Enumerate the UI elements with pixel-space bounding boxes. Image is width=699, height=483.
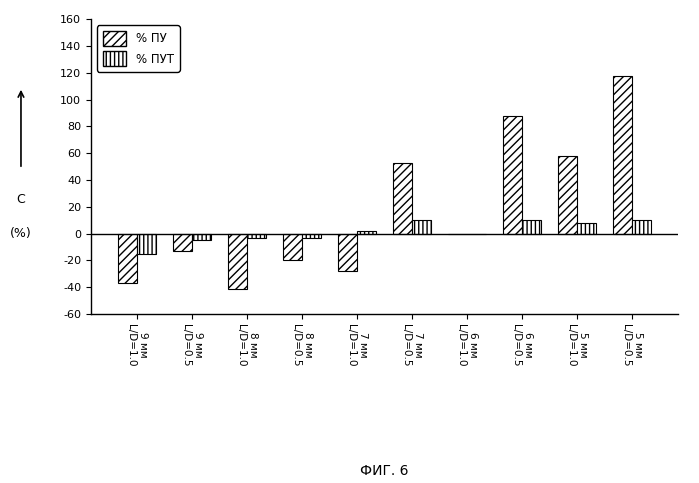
Bar (228, 234, 247, 288)
Bar (282, 234, 302, 260)
Bar (173, 234, 192, 251)
Bar (302, 234, 321, 238)
Bar (137, 234, 156, 254)
Bar (503, 116, 522, 234)
Bar (117, 234, 137, 283)
Bar (613, 75, 632, 234)
Text: (%): (%) (10, 227, 32, 240)
Legend: % ПУ, % ПУТ: % ПУ, % ПУТ (96, 25, 180, 72)
Text: ФИГ. 6: ФИГ. 6 (360, 464, 409, 478)
Bar (632, 220, 651, 234)
Bar (192, 234, 211, 241)
Bar (577, 223, 596, 234)
Bar (247, 234, 266, 238)
Text: С: С (17, 193, 25, 206)
Bar (338, 234, 357, 271)
Bar (393, 163, 412, 234)
Bar (558, 156, 577, 234)
Bar (522, 220, 541, 234)
Bar (412, 220, 431, 234)
Bar (357, 231, 376, 234)
